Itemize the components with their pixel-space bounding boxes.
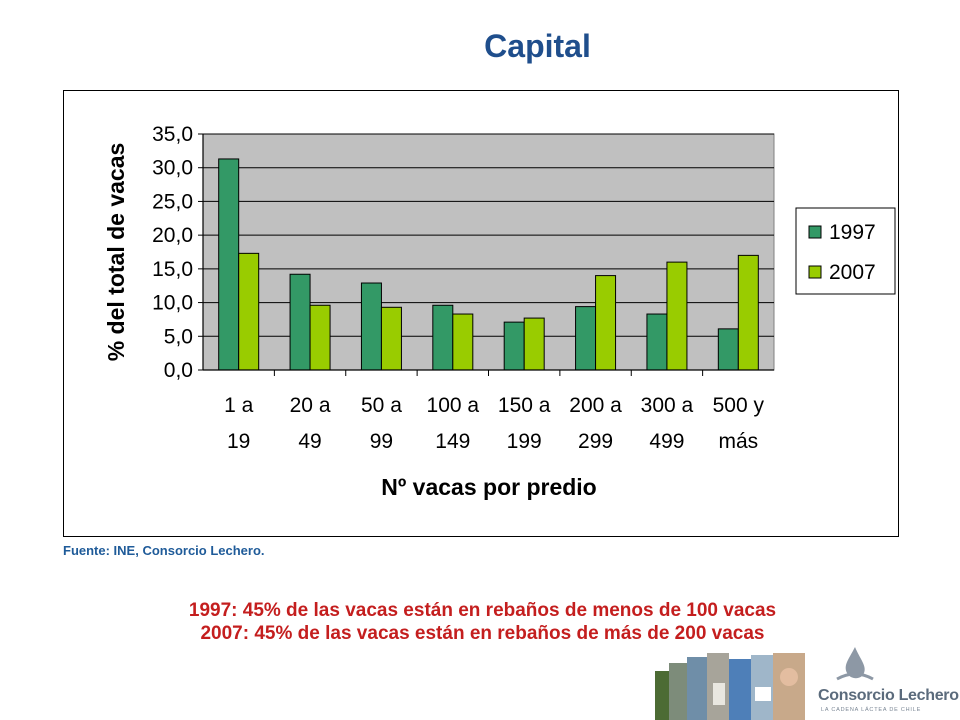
bar-1997-1 bbox=[289, 273, 311, 371]
bar-2007-7 bbox=[737, 254, 759, 371]
y-axis-title: % del total de vacas bbox=[103, 143, 129, 362]
logo-tagline: LA CADENA LÁCTEA DE CHILE bbox=[821, 707, 922, 713]
legend-box bbox=[795, 207, 896, 295]
x-tick-label: 500 y bbox=[713, 394, 765, 417]
bar-2007-0 bbox=[238, 252, 260, 371]
plot-area bbox=[202, 133, 775, 371]
bar-1997-5 bbox=[575, 306, 597, 371]
x-tick-label: 200 a bbox=[569, 394, 622, 417]
bar-chart: 0,0 5,0 10,0 15,0 20,0 25,0 30,0 35,0 1 a 19 20 a… bbox=[103, 123, 896, 500]
bar-2007-3 bbox=[452, 313, 474, 371]
x-tick-label: 499 bbox=[649, 430, 684, 453]
bar-2007-4 bbox=[523, 317, 545, 371]
note-1997: 1997: 45% de las vacas están en rebaños … bbox=[188, 600, 777, 621]
legend-swatch-1997 bbox=[808, 225, 822, 239]
legend-swatch-2007 bbox=[808, 265, 822, 279]
note-2007: 2007: 45% de las vacas están en rebaños … bbox=[200, 623, 765, 644]
x-tick-label: 50 a bbox=[361, 394, 402, 417]
x-tick-label: 150 a bbox=[498, 394, 551, 417]
y-tick-label: 30,0 bbox=[152, 157, 193, 180]
x-tick-label: 199 bbox=[507, 430, 542, 453]
bar-1997-2 bbox=[360, 282, 382, 371]
legend-label-2007: 2007 bbox=[829, 261, 876, 284]
y-tick-label: 25,0 bbox=[152, 190, 193, 213]
legend-label-1997: 1997 bbox=[829, 221, 876, 244]
bar-1997-3 bbox=[432, 304, 454, 371]
legend: 1997 2007 bbox=[795, 207, 896, 295]
x-tick-label: más bbox=[718, 430, 758, 453]
bar-2007-6 bbox=[666, 261, 688, 371]
y-tick-label: 20,0 bbox=[152, 224, 193, 247]
slide-title: Capital bbox=[484, 28, 591, 64]
x-tick-label: 20 a bbox=[290, 394, 331, 417]
y-tick-label: 5,0 bbox=[164, 325, 193, 348]
photo-collage bbox=[655, 653, 805, 720]
bar-1997-7 bbox=[717, 328, 739, 371]
x-tick-label: 300 a bbox=[641, 394, 694, 417]
consorcio-lechero-logo: Consorcio Lechero LA CADENA LÁCTEA DE CH… bbox=[655, 645, 960, 720]
bar-1997-0 bbox=[218, 158, 240, 371]
logo-name: Consorcio Lechero bbox=[818, 687, 959, 704]
y-tick-label: 0,0 bbox=[164, 359, 193, 382]
source-note: Fuente: INE, Consorcio Lechero. bbox=[63, 543, 265, 558]
bar-2007-1 bbox=[309, 304, 331, 371]
bar-2007-2 bbox=[380, 306, 402, 371]
y-tick-label: 35,0 bbox=[152, 123, 193, 146]
x-tick-label: 1 a bbox=[224, 394, 254, 417]
bar-1997-4 bbox=[503, 321, 525, 371]
x-tick-label: 19 bbox=[227, 430, 250, 453]
x-tick-label: 49 bbox=[298, 430, 321, 453]
y-tick-label: 10,0 bbox=[152, 292, 193, 315]
x-tick-label: 100 a bbox=[427, 394, 480, 417]
x-tick-label: 149 bbox=[435, 430, 470, 453]
x-tick-label: 99 bbox=[370, 430, 393, 453]
chart-frame: 0,0 5,0 10,0 15,0 20,0 25,0 30,0 35,0 1 a 19 20 a… bbox=[63, 90, 899, 537]
bar-2007-5 bbox=[595, 275, 617, 371]
x-axis-title: Nº vacas por predio bbox=[381, 474, 596, 500]
y-tick-label: 15,0 bbox=[152, 258, 193, 281]
x-tick-label: 299 bbox=[578, 430, 613, 453]
milk-drop-icon bbox=[836, 647, 874, 681]
bar-1997-6 bbox=[646, 313, 668, 371]
